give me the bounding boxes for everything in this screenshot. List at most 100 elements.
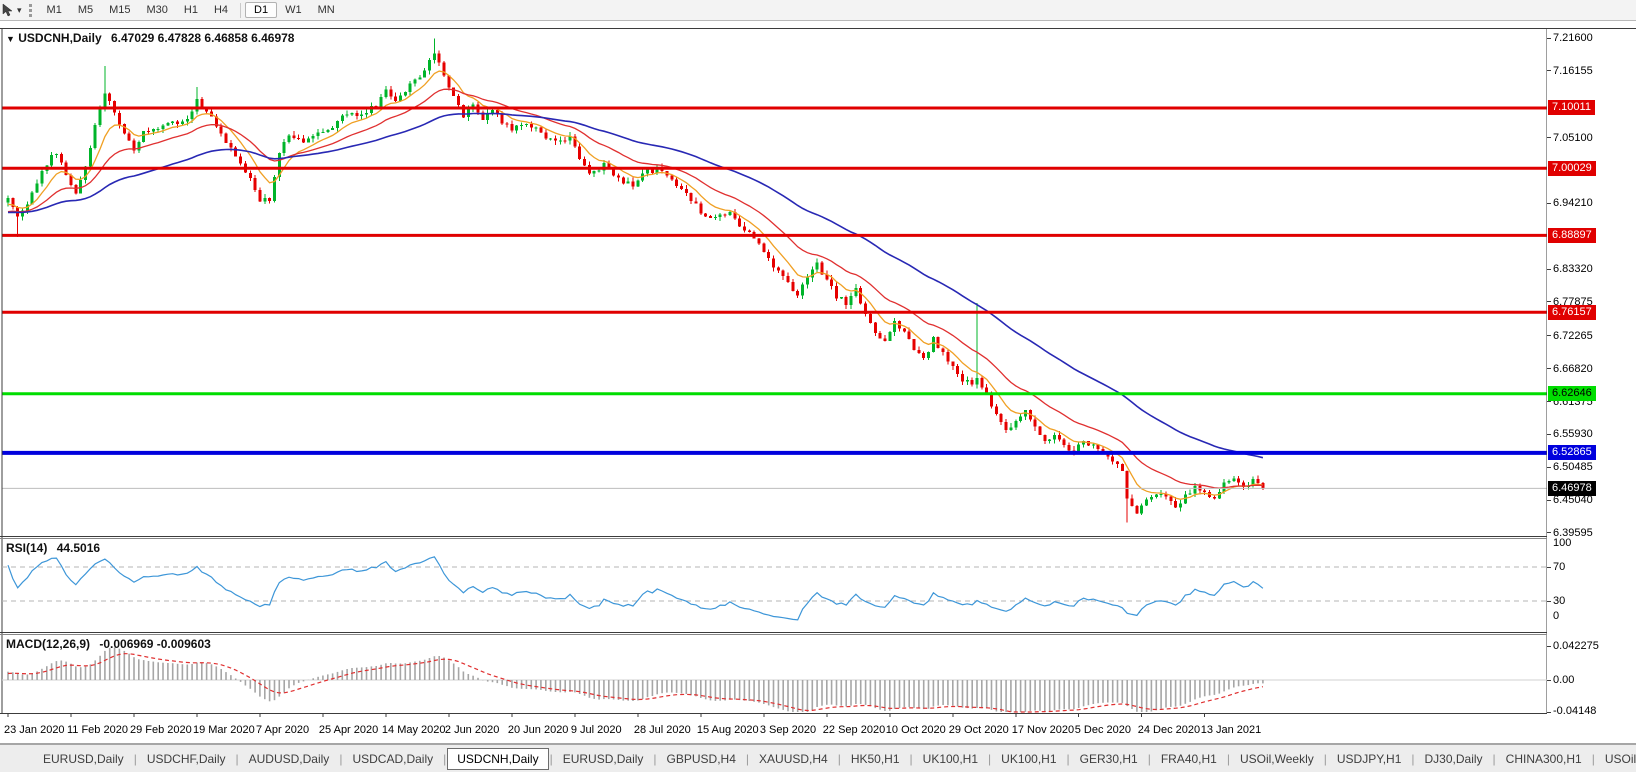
price-axis-label: 7.16155	[1553, 64, 1593, 77]
date-axis-label: 28 Jul 2020	[633, 724, 691, 736]
chart-pointer-icon[interactable]	[1, 3, 15, 17]
tab-separator: |	[549, 751, 553, 766]
chart-tab-ger30-h1[interactable]: GER30,H1	[1079, 751, 1138, 766]
price-axis-label: 6.55930	[1553, 428, 1593, 441]
timeframe-button-h1[interactable]: H1	[183, 4, 198, 16]
chart-tab-eurusd-daily[interactable]: EURUSD,Daily	[43, 751, 124, 766]
chart-tab-fra40-h1[interactable]: FRA40,H1	[1160, 751, 1217, 766]
chart-tab-usdcad-daily[interactable]: USDCAD,Daily	[352, 751, 434, 766]
price-axis-tick	[1547, 532, 1551, 534]
date-axis-label: 29 Feb 2020	[129, 724, 192, 736]
tab-separator: |	[745, 751, 750, 766]
macd-axis-label: 0.042275	[1553, 640, 1599, 652]
date-axis-label: 22 Sep 2020	[822, 724, 886, 736]
collapse-caret-icon[interactable]: ▼	[6, 34, 15, 44]
chart-title: ▼ USDCNH,Daily 6.47029 6.47828 6.46858 6…	[6, 31, 294, 45]
rsi-axis-label: 0	[1553, 610, 1560, 622]
timeframe-button-m30[interactable]: M30	[146, 4, 168, 16]
tab-separator: |	[1492, 751, 1496, 766]
price-axis-label: 6.50485	[1553, 461, 1593, 474]
chart-tab-usoil[interactable]: USOil,	[1604, 751, 1636, 766]
symbol-label: USDCNH,Daily	[18, 31, 102, 45]
chart-tab-china300-h1[interactable]: CHINA300,H1	[1505, 751, 1582, 766]
tab-separator: |	[1066, 751, 1070, 766]
date-axis-label: 15 Aug 2020	[696, 724, 759, 736]
date-axis-ticks	[7, 713, 1206, 717]
macd-values: -0.006969 -0.009603	[99, 637, 211, 651]
horizontal-level-lines[interactable]	[2, 106, 1547, 455]
price-axis-label: 6.66820	[1553, 362, 1593, 375]
timeframe-button-m15[interactable]: M15	[109, 4, 131, 16]
toolbar-grip[interactable]	[28, 3, 32, 17]
rsi-value: 44.5016	[56, 541, 101, 555]
chart-tab-dj30-daily[interactable]: DJ30,Daily	[1424, 751, 1483, 766]
timeframe-button-w1[interactable]: W1	[285, 4, 302, 16]
chart-tab-usdcnh-daily[interactable]: USDCNH,Daily	[447, 747, 549, 770]
chart-canvas[interactable]	[0, 0, 1547, 744]
ohlc-values: 6.47029 6.47828 6.46858 6.46978	[110, 31, 295, 45]
price-badge: 7.10011	[1548, 100, 1595, 116]
tab-separator: |	[988, 751, 992, 766]
macd-name: MACD(12,26,9)	[6, 637, 91, 651]
date-axis-label: 10 Oct 2020	[885, 724, 946, 736]
tab-separator: |	[339, 751, 343, 766]
price-axis-label: 6.83320	[1553, 263, 1593, 276]
chart-tab-uk100-h1[interactable]: UK100,H1	[1001, 751, 1057, 766]
date-axis-label: 3 Sep 2020	[759, 724, 817, 736]
chart-bottom-border	[0, 743, 1636, 744]
price-axis-tick	[1547, 268, 1551, 270]
tab-separator: |	[1591, 751, 1595, 766]
price-axis-label: 7.05100	[1553, 131, 1593, 144]
timeframe-button-m5[interactable]: M5	[77, 4, 94, 16]
price-badge: 6.62646	[1548, 386, 1596, 402]
macd-axis-label: 0.00	[1553, 674, 1575, 686]
tab-separator: |	[235, 751, 239, 766]
rsi-axis-tick	[1547, 566, 1551, 568]
rsi-axis-label: 30	[1553, 595, 1566, 607]
chart-top-border	[0, 28, 1636, 29]
ma-slow-line	[7, 112, 1264, 459]
date-axis-label: 7 Apr 2020	[255, 724, 310, 736]
price-badge: 6.46978	[1548, 480, 1596, 496]
ma-fast-line	[7, 70, 1264, 500]
price-axis-tick	[1547, 466, 1551, 468]
macd-axis-tick	[1547, 645, 1551, 647]
date-axis-label: 2 Jun 2020	[444, 724, 500, 736]
date-axis-label: 17 Nov 2020	[1011, 724, 1075, 736]
tab-separator: |	[837, 751, 841, 766]
chevron-down-icon[interactable]: ▾	[17, 4, 22, 15]
chart-tab-eurusd-daily[interactable]: EURUSD,Daily	[562, 751, 644, 766]
chart-tab-xauusd-h4[interactable]: XAUUSD,H4	[759, 751, 828, 766]
timeframe-button-h4[interactable]: H4	[213, 4, 229, 16]
timeframe-button-d1[interactable]: D1	[245, 2, 278, 18]
toolbar-separator	[240, 2, 242, 18]
macd-axis-tick	[1547, 711, 1551, 713]
chart-tab-hk50-h1[interactable]: HK50,H1	[850, 751, 900, 766]
timeframe-toolbar: ▾ M1 M5 M15 M30 H1 H4 D1 W1 MN	[0, 0, 1636, 21]
price-axis-tick	[1547, 301, 1551, 303]
price-badge: 7.00029	[1548, 160, 1596, 176]
panel-borders	[0, 28, 1547, 714]
chart-tab-usdjpy-h1[interactable]: USDJPY,H1	[1336, 751, 1402, 766]
date-axis-label: 25 Apr 2020	[318, 724, 379, 736]
timeframe-button-m1[interactable]: M1	[46, 4, 62, 16]
tab-separator: |	[909, 751, 913, 766]
tab-separator: |	[1411, 751, 1415, 766]
macd-axis-label: -0.04148	[1553, 705, 1597, 717]
chart-tab-usdchf-daily[interactable]: USDCHF,Daily	[146, 751, 226, 766]
chart-tab-uk100-h1[interactable]: UK100,H1	[922, 751, 979, 766]
tab-separator: |	[1323, 751, 1327, 766]
timeframe-button-mn[interactable]: MN	[317, 4, 335, 16]
chart-tab-gbpusd-h4[interactable]: GBPUSD,H4	[666, 751, 736, 766]
price-axis-tick	[1547, 433, 1551, 435]
price-axis-tick	[1547, 335, 1551, 337]
price-axis-tick	[1547, 70, 1551, 72]
date-axis-label: 29 Oct 2020	[948, 724, 1009, 736]
chart-tab-audusd-daily[interactable]: AUDUSD,Daily	[248, 751, 330, 766]
date-axis-label: 19 Mar 2020	[192, 724, 255, 736]
rsi-axis-tick	[1547, 600, 1551, 602]
rsi-axis-label: 100	[1553, 537, 1572, 549]
chart-tab-usoil-weekly[interactable]: USOil,Weekly	[1239, 751, 1314, 766]
timeframe-buttons: M1 M5 M15 M30 H1 H4 D1 W1 MN	[39, 2, 343, 18]
